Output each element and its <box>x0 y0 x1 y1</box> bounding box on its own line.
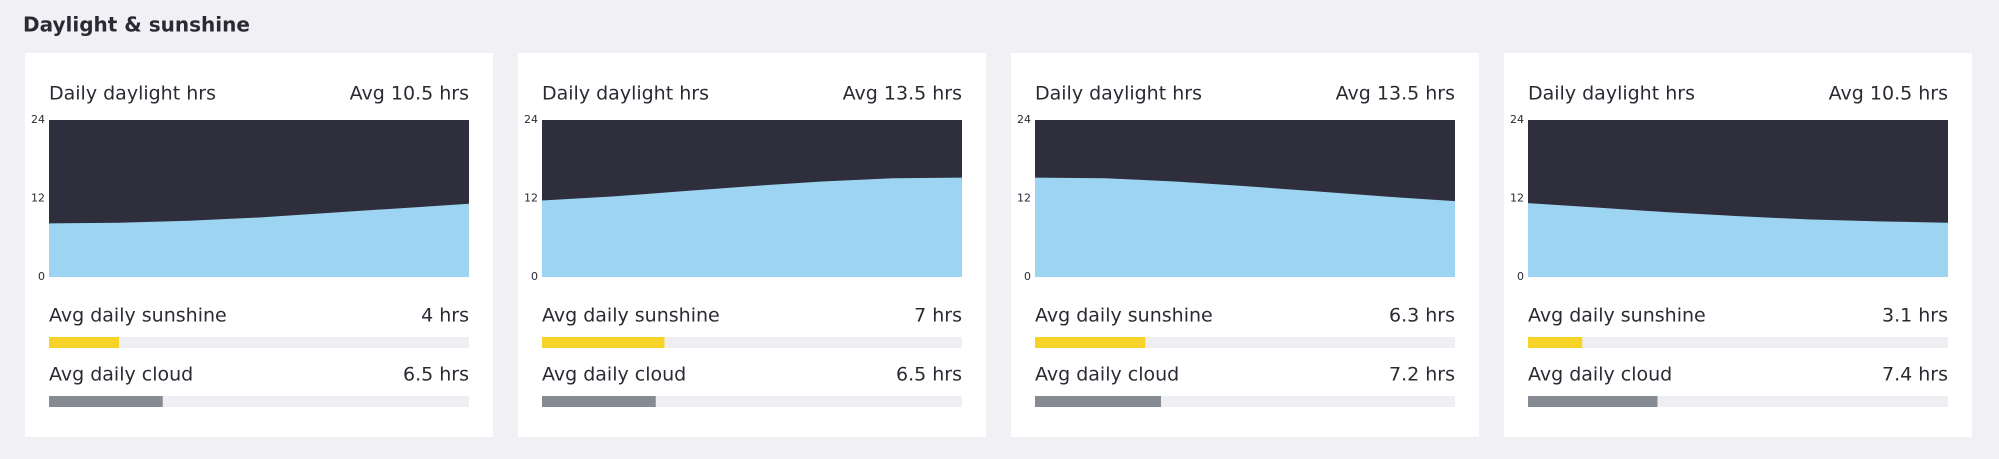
y-tick-label: 12 <box>1510 192 1524 205</box>
meter-label: Avg daily sunshine <box>1528 305 1706 327</box>
chart-subtitle: Avg 13.5 hrs <box>843 83 962 105</box>
meter-value: 7 hrs <box>914 305 962 327</box>
y-tick-label: 24 <box>31 113 45 126</box>
meter-track <box>1528 396 1948 407</box>
meter-value: 4 hrs <box>421 305 469 327</box>
meter-value: 7.4 hrs <box>1882 364 1948 386</box>
section-title: Daylight & sunshine <box>23 13 250 37</box>
meter-bar <box>49 396 163 407</box>
meter-label: Avg daily sunshine <box>1035 305 1213 327</box>
y-tick-label: 0 <box>38 270 45 283</box>
y-tick-label: 0 <box>1517 270 1524 283</box>
meter-bar <box>1528 337 1583 348</box>
chart-title: Daily daylight hrs <box>1035 83 1202 105</box>
meter-value: 7.2 hrs <box>1389 364 1455 386</box>
meter-bar <box>49 337 119 348</box>
meter-bar <box>542 396 656 407</box>
meter-label: Avg daily sunshine <box>542 305 720 327</box>
chart-subtitle: Avg 13.5 hrs <box>1336 83 1455 105</box>
meter-label: Avg daily cloud <box>49 364 193 386</box>
meter-track <box>542 337 962 348</box>
meter-track <box>542 396 962 407</box>
y-tick-label: 12 <box>524 192 538 205</box>
meter-bar <box>1035 337 1146 348</box>
meter-track <box>1528 337 1948 348</box>
chart-title: Daily daylight hrs <box>1528 83 1695 105</box>
daylight-area <box>1528 203 1948 277</box>
y-tick-label: 12 <box>1017 192 1031 205</box>
meter-label: Avg daily cloud <box>1035 364 1179 386</box>
meter-label: Avg daily sunshine <box>49 305 227 327</box>
daylight-area <box>542 177 962 277</box>
y-tick-label: 0 <box>531 270 538 283</box>
y-tick-label: 24 <box>1017 113 1031 126</box>
meter-value: 6.5 hrs <box>403 364 469 386</box>
meter-bar <box>542 337 665 348</box>
y-tick-label: 24 <box>524 113 538 126</box>
chart-subtitle: Avg 10.5 hrs <box>1829 83 1948 105</box>
meter-bar <box>1035 396 1161 407</box>
y-tick-label: 12 <box>31 192 45 205</box>
meter-track <box>1035 396 1455 407</box>
meter-value: 3.1 hrs <box>1882 305 1948 327</box>
y-tick-label: 0 <box>1024 270 1031 283</box>
meter-label: Avg daily cloud <box>542 364 686 386</box>
meter-label: Avg daily cloud <box>1528 364 1672 386</box>
chart-title: Daily daylight hrs <box>542 83 709 105</box>
meter-track <box>1035 337 1455 348</box>
meter-track <box>49 337 469 348</box>
meter-bar <box>1528 396 1658 407</box>
y-tick-label: 24 <box>1510 113 1524 126</box>
daylight-area <box>1035 177 1455 277</box>
chart-subtitle: Avg 10.5 hrs <box>350 83 469 105</box>
meter-track <box>49 396 469 407</box>
daylight-area <box>49 203 469 277</box>
chart-title: Daily daylight hrs <box>49 83 216 105</box>
meter-value: 6.5 hrs <box>896 364 962 386</box>
meter-value: 6.3 hrs <box>1389 305 1455 327</box>
